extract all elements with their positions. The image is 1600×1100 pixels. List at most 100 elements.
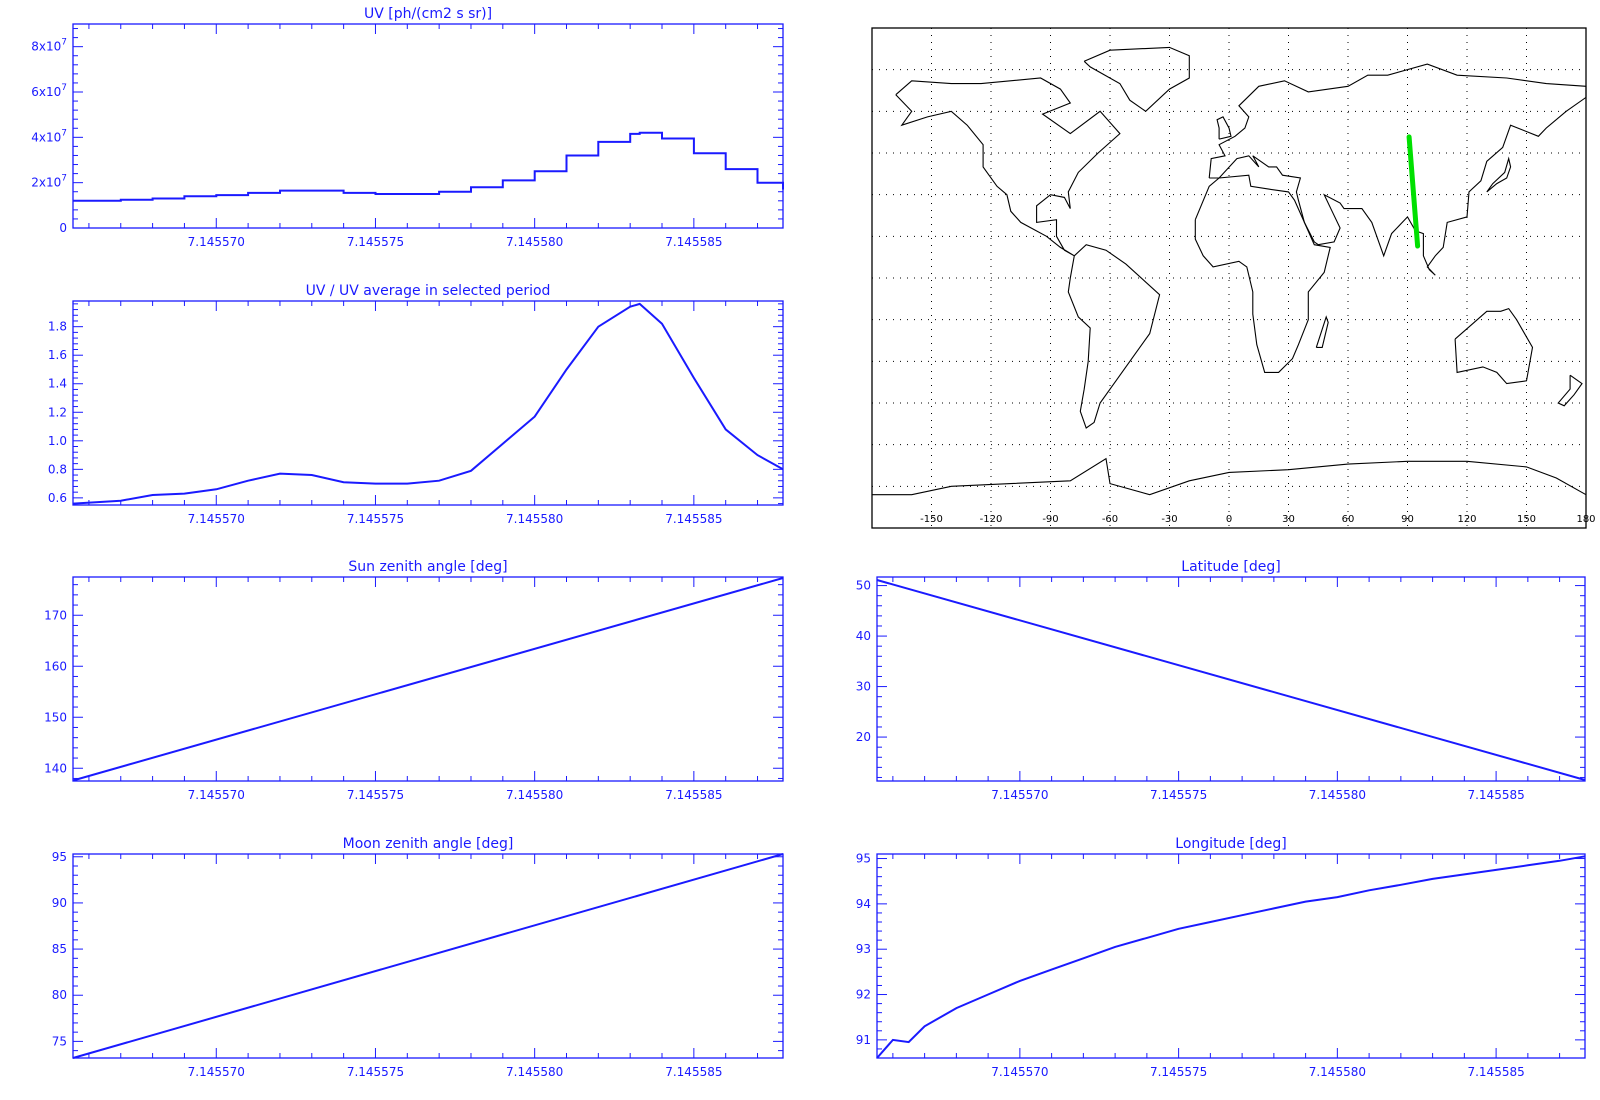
x-tick-label: 7.145575 [347,1065,404,1079]
y-tick-label: 160 [44,659,67,673]
data-line-series [73,131,784,202]
madagascar-outline [1315,315,1329,348]
plot-frame [72,23,784,229]
chart-panel-5: Moon zenith angle [deg] 7.145570 7.145575 7… [52,836,784,1079]
x-tick-label: 7.145585 [665,1065,722,1079]
y-tick-label: 85 [52,942,67,956]
map-longitude-label: -30 [1161,514,1177,525]
chart-title: Latitude [deg] [1181,559,1280,575]
y-tick-label: 150 [44,710,67,724]
map-longitude-label: -150 [920,514,943,525]
y-tick-label: 20 [856,730,871,744]
eurasia-outline [1208,63,1587,276]
british-isles-outline [1216,116,1232,140]
plot-frame [72,300,784,506]
y-tick-label-exponent: 7 [61,128,67,138]
plot-frame [876,853,1586,1059]
map-longitude-label: 180 [1576,514,1595,525]
y-tick-label: 8x107 [31,38,67,54]
chart-title: Longitude [deg] [1175,836,1286,852]
x-tick-label: 7.145580 [1309,788,1366,802]
map-longitude-label: 30 [1282,514,1295,525]
x-tick-label: 7.145585 [1467,1065,1524,1079]
y-tick-label-base: 6x10 [31,85,61,99]
y-tick-label: 1.4 [48,377,67,391]
x-tick-label: 7.145570 [991,788,1048,802]
data-line-series [72,302,784,505]
map-longitude-label: 150 [1517,514,1536,525]
y-tick-label: 30 [856,680,871,694]
y-tick-label: 0.6 [48,491,67,505]
data-line-series [876,855,1586,1059]
y-tick-label: 95 [52,850,67,864]
y-tick-label: 1.8 [48,320,67,334]
y-tick-label: 50 [856,579,871,593]
x-tick-label: 7.145575 [1150,1065,1207,1079]
y-tick-label: 93 [856,942,871,956]
y-tick-label-base: 2x10 [31,176,61,190]
chart-title: UV [ph/(cm2 s sr)] [364,6,492,22]
y-tick-label: 40 [856,629,871,643]
map-longitude-label: -60 [1102,514,1118,525]
x-tick-label: 7.145575 [347,512,404,526]
y-tick-label: 2x107 [31,174,67,190]
japan-outline [1486,156,1512,193]
chart-title: UV / UV average in selected period [306,283,551,299]
y-tick-label: 1.2 [48,405,67,419]
chart-panel-3: Sun zenith angle [deg] 7.145570 7.145575 7.… [44,559,784,802]
map-longitude-label: 90 [1401,514,1414,525]
x-tick-label: 7.145575 [1150,788,1207,802]
x-tick-label: 7.145585 [665,512,722,526]
y-tick-label: 1.0 [48,434,67,448]
satellite-ground-track [1406,134,1421,249]
chart-panel-2: UV / UV average in selected period 7.1455… [48,283,784,526]
y-tick-label: 94 [856,897,871,911]
new-zealand-outline [1557,374,1583,407]
world-map-panel: -150 -120 -90 -60 -30 0 30 60 90 120 150 180 [871,27,1596,529]
x-tick-label: 7.145580 [506,1065,563,1079]
antarctica-outline [872,457,1587,496]
greenland-outline [1083,46,1190,113]
x-tick-label: 7.145570 [188,1065,245,1079]
x-tick-label: 7.145575 [347,788,404,802]
chart-panel-1: UV [ph/(cm2 s sr)] 7.145570 7.145575 7.1455… [31,6,784,249]
x-tick-label: 7.145575 [347,235,404,249]
x-tick-label: 7.145585 [665,235,722,249]
y-tick-label: 1.6 [48,348,67,362]
plot-frame [876,576,1586,782]
plot-frame [72,576,784,782]
map-longitude-label: 120 [1457,514,1476,525]
x-tick-label: 7.145570 [188,512,245,526]
chart-title: Sun zenith angle [deg] [348,559,507,575]
map-longitude-label: 0 [1226,514,1232,525]
chart-title: Moon zenith angle [deg] [343,836,514,852]
y-tick-label: 170 [44,608,67,622]
y-tick-label: 140 [44,761,67,775]
chart-panel-4: Latitude [deg] 7.145570 7.145575 7.145580 7.… [856,559,1586,802]
x-tick-label: 7.145570 [991,1065,1048,1079]
y-tick-label: 4x107 [31,128,67,144]
x-tick-label: 7.145580 [1309,1065,1366,1079]
map-longitude-label: 60 [1342,514,1355,525]
y-tick-label-base: 8x10 [31,40,61,54]
africa-outline [1194,174,1331,373]
map-longitude-label: -120 [980,514,1003,525]
y-tick-label-exponent: 7 [61,83,67,93]
y-tick-label: 92 [856,988,871,1002]
plot-frame [72,853,784,1059]
x-tick-label: 7.145585 [665,788,722,802]
south-america-outline [1067,244,1161,429]
y-tick-label: 75 [52,1034,67,1048]
x-tick-label: 7.145570 [188,235,245,249]
data-line-series [72,577,784,782]
y-tick-label: 90 [52,896,67,910]
y-tick-label: 0 [59,221,67,235]
y-tick-label: 6x107 [31,83,67,99]
australia-outline [1454,307,1534,385]
north-america-outline [895,77,1121,257]
y-tick-label-exponent: 7 [61,38,67,48]
y-tick-label: 91 [856,1033,871,1047]
y-tick-label: 0.8 [48,462,67,476]
chart-panel-6: Longitude [deg] 7.145570 7.145575 7.145580 7… [856,836,1586,1079]
